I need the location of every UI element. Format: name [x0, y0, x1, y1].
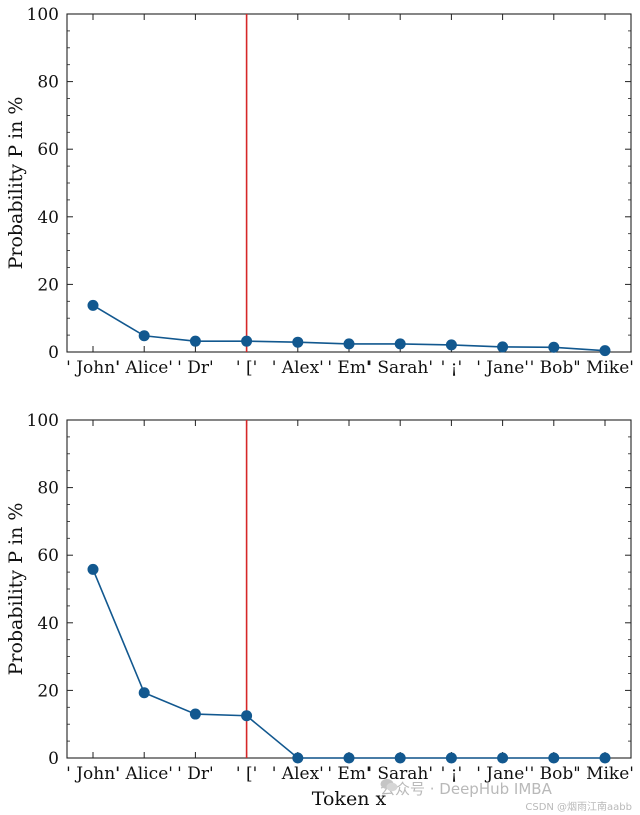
- data-point: [343, 338, 355, 350]
- watermark: 公众号 · DeepHub IMBA CSDN @烟雨江南aabb: [380, 778, 638, 813]
- data-point: [292, 752, 304, 764]
- series-line: [92, 569, 605, 759]
- x-tick-label: ' Dr': [177, 764, 214, 784]
- chart-panel-2: 0 20 40 60 80 100 ' John'' Alice' ' Dr' ' [' ' Al…: [5, 411, 634, 810]
- data-point: [599, 345, 611, 357]
- y-axis-title: Probability P in %: [5, 503, 27, 676]
- data-point: [87, 563, 99, 575]
- x-axis-title: Token x: [312, 788, 387, 810]
- x-tick-label: ' John': [66, 358, 120, 378]
- x-tick-label: ' Dr': [177, 358, 214, 378]
- y-tick-label: 40: [37, 208, 59, 228]
- data-point: [241, 335, 253, 347]
- y-tick-label: 60: [37, 546, 59, 566]
- y-tick-label: 20: [37, 681, 59, 701]
- data-point: [138, 330, 150, 342]
- y-tick-label: 60: [37, 140, 59, 160]
- x-tick-label: ' ¡': [441, 764, 463, 784]
- data-point: [445, 752, 457, 764]
- x-tick-label: ' Em': [327, 764, 370, 784]
- data-point: [189, 708, 201, 720]
- x-tick-label: ' Sarah': [367, 358, 433, 378]
- data-point: [292, 336, 304, 348]
- data-point: [343, 752, 355, 764]
- wechat-icon: [380, 779, 398, 792]
- x-tick-label: ' Alice': [115, 358, 172, 378]
- watermark-sub: CSDN @烟雨江南aabb: [525, 802, 632, 813]
- x-tick-label: ' Jane': [476, 764, 529, 784]
- y-tick-label: 100: [27, 5, 59, 25]
- x-tick-label: ' [': [236, 358, 257, 378]
- x-tick-label: ' Alex': [272, 764, 324, 784]
- x-tick-label: ' Alex': [272, 358, 324, 378]
- x-tick-label: ' [': [236, 764, 257, 784]
- y-tick-label: 100: [27, 411, 59, 431]
- x-tick-label: ' Em': [327, 358, 370, 378]
- y-tick-label: 80: [37, 73, 59, 93]
- data-point: [497, 341, 509, 353]
- data-point: [394, 338, 406, 350]
- data-point: [445, 339, 457, 351]
- y-tick-label: 0: [48, 749, 59, 769]
- data-point: [497, 752, 509, 764]
- data-point: [548, 341, 560, 353]
- x-tick-label: ' ¡': [441, 358, 463, 378]
- x-tick-label: ' Mike': [576, 358, 634, 378]
- chart-panel-1: 0 20 40 60 80 100 ' John'' Alice' ' Dr' ' [' ' Al…: [5, 5, 634, 378]
- plot-frame: [66, 419, 632, 759]
- plot-frame: [66, 13, 632, 353]
- x-tick-label: ' Alice': [115, 764, 172, 784]
- y-tick-label: 80: [37, 479, 59, 499]
- x-tick-label: ' Sarah': [367, 764, 433, 784]
- data-point: [189, 335, 201, 347]
- x-tick-label: ' Mike': [576, 764, 634, 784]
- watermark-main-text: 公众号 · DeepHub IMBA: [380, 780, 552, 798]
- data-point: [138, 687, 150, 699]
- watermark-main: 公众号 · DeepHub IMBA: [380, 778, 552, 799]
- data-point: [87, 299, 99, 311]
- y-tick-label: 40: [37, 614, 59, 634]
- x-tick-label: ' Jane': [476, 358, 529, 378]
- data-point: [548, 752, 560, 764]
- x-tick-label: ' John': [66, 764, 120, 784]
- y-tick-label: 0: [48, 343, 59, 363]
- x-tick-label: ' Bob': [530, 764, 578, 784]
- x-tick-label: ' Bob': [530, 358, 578, 378]
- data-point: [241, 710, 253, 722]
- data-point: [394, 752, 406, 764]
- y-tick-label: 20: [37, 275, 59, 295]
- y-axis-title: Probability P in %: [5, 97, 27, 270]
- data-point: [599, 752, 611, 764]
